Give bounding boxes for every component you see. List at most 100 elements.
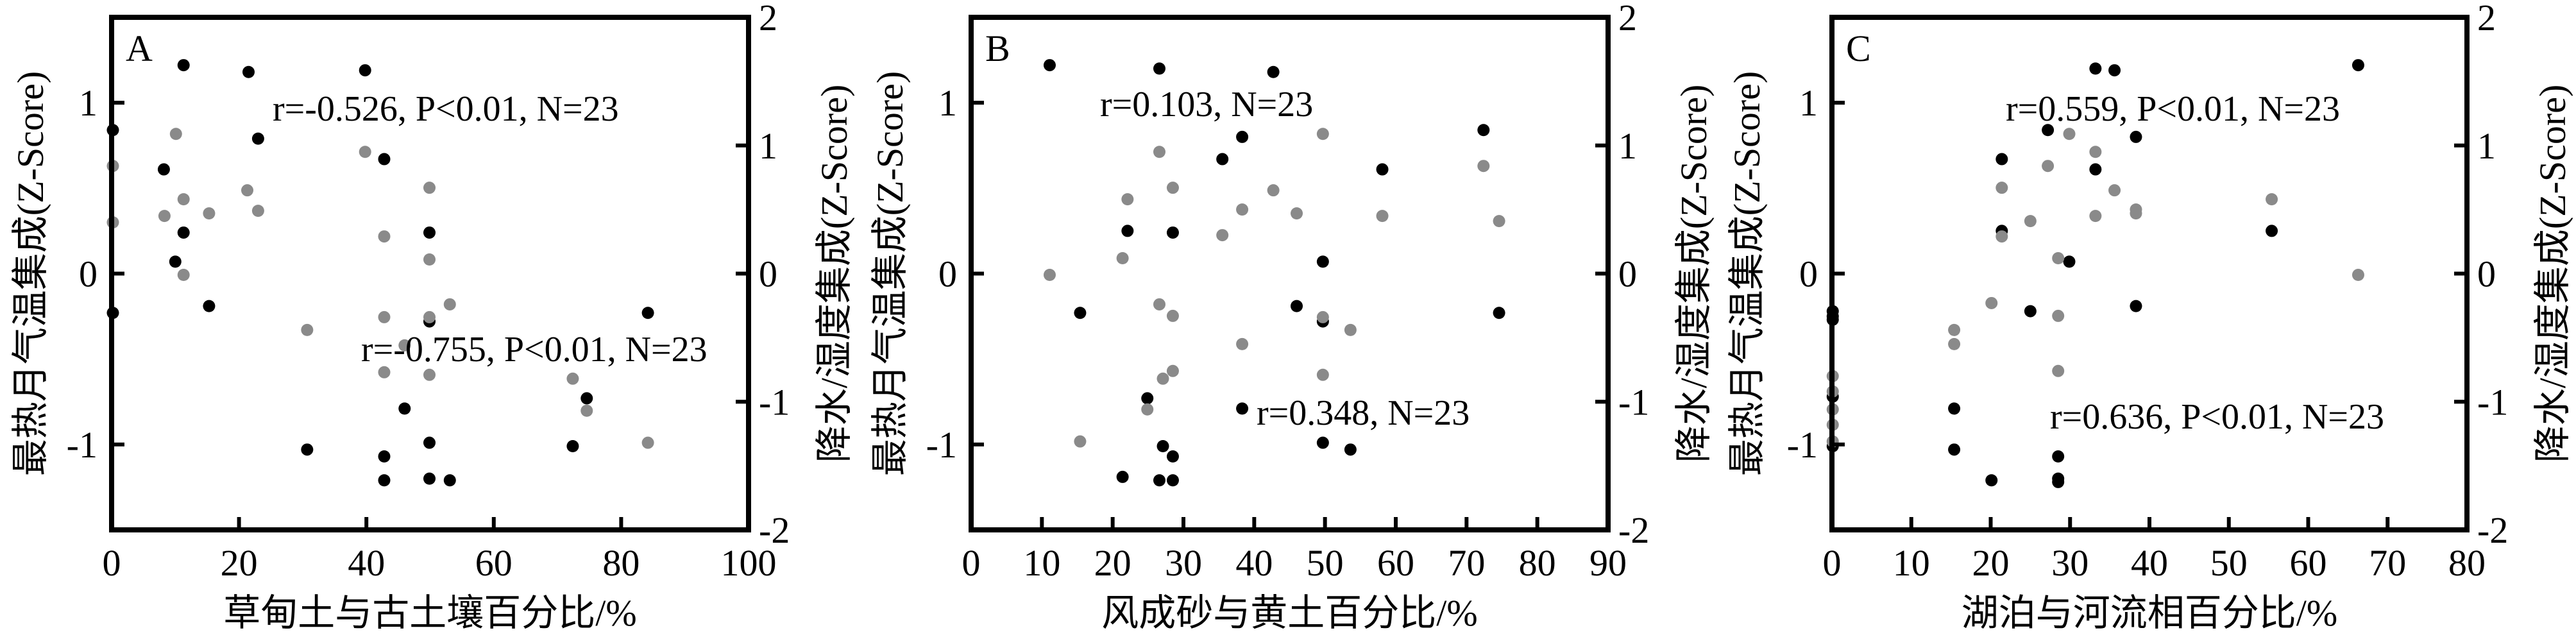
y-right-tick-label: -1	[759, 381, 790, 423]
data-point	[251, 132, 264, 145]
x-tick-label: 90	[1589, 542, 1627, 584]
data-point	[1948, 443, 1961, 456]
data-point	[1996, 230, 2008, 243]
y-left-tick-label: 0	[79, 253, 97, 295]
y-left-tick-label: 1	[938, 82, 957, 124]
data-point	[1477, 160, 1490, 173]
data-point	[1291, 207, 1303, 220]
data-point	[1236, 130, 1249, 143]
data-point	[1477, 124, 1490, 137]
data-point	[580, 392, 593, 405]
data-point	[177, 59, 190, 72]
x-tick-label: 100	[721, 542, 777, 584]
data-point	[641, 307, 654, 319]
data-point	[2089, 62, 2102, 75]
x-tick-label: 20	[221, 542, 258, 584]
data-point	[241, 184, 254, 197]
panel-B: 0 10 20 30 40 50 60 70 80 90 -1 0 1 -2 -1 0 1 2 风成砂与黄土百分比/…	[869, 0, 1715, 634]
data-point	[1376, 163, 1389, 176]
data-point	[1141, 392, 1154, 405]
x-tick-label: 0	[962, 542, 981, 584]
data-point	[1166, 226, 1179, 239]
data-point	[1316, 128, 1329, 140]
data-point	[203, 207, 216, 220]
data-point	[1166, 364, 1179, 377]
data-point	[1153, 298, 1165, 310]
data-point	[177, 268, 190, 281]
data-point	[157, 163, 170, 176]
data-point	[423, 182, 436, 194]
data-point	[1116, 252, 1129, 265]
data-point	[2266, 193, 2278, 206]
x-tick-label: 70	[2369, 542, 2406, 584]
data-point	[359, 64, 371, 77]
y-left-tick-label: -1	[926, 424, 957, 466]
data-point	[2024, 305, 2037, 318]
y-right-tick-label: 2	[2477, 0, 2496, 38]
y-left-tick-label: 1	[79, 82, 97, 124]
data-point	[2351, 268, 2364, 281]
data-point	[2024, 215, 2037, 228]
correlation-annotation: r=-0.526, P<0.01, N=23	[273, 89, 619, 129]
data-point	[580, 404, 593, 417]
data-point	[177, 226, 190, 239]
correlation-annotation: r=0.636, P<0.01, N=23	[2050, 397, 2384, 437]
y-right-tick-label: -2	[759, 509, 790, 551]
y-right-tick-label: -1	[1618, 381, 1649, 423]
data-point	[2052, 252, 2065, 265]
data-point	[398, 402, 411, 415]
x-tick-label: 30	[1165, 542, 1202, 584]
x-tick-label: 60	[475, 542, 513, 584]
data-point	[2089, 210, 2102, 223]
y-right-tick-label: 1	[759, 125, 777, 167]
data-point	[423, 472, 436, 485]
x-tick-label: 10	[1023, 542, 1060, 584]
y-left-tick-label: -1	[1787, 424, 1818, 466]
data-point	[2108, 184, 2121, 197]
data-point	[1985, 296, 1998, 309]
data-point	[2130, 130, 2142, 143]
y-right-tick-label: 0	[2477, 253, 2496, 295]
x-tick-label: 60	[2290, 542, 2327, 584]
precipitation-series	[1043, 128, 1505, 448]
y-left-tick-label: -1	[67, 424, 97, 466]
data-point	[423, 253, 436, 266]
precipitation-series	[106, 128, 654, 449]
x-tick-label: 50	[2210, 542, 2248, 584]
data-point	[1043, 268, 1056, 281]
data-point	[443, 298, 456, 310]
data-point	[423, 310, 436, 323]
data-point	[398, 339, 411, 352]
y-left-tick-label: 0	[938, 253, 957, 295]
data-point	[1121, 225, 1134, 237]
data-point	[359, 146, 371, 158]
data-point	[1074, 435, 1087, 448]
data-point	[2063, 128, 2076, 140]
x-tick-label: 80	[2448, 542, 2486, 584]
correlation-annotation: r=-0.755, P<0.01, N=23	[361, 330, 708, 369]
data-point	[2042, 124, 2055, 137]
y-left-axis-label: 最热月气温集成(Z-Score)	[869, 71, 911, 476]
x-tick-label: 80	[1519, 542, 1556, 584]
data-point	[1316, 436, 1329, 449]
panel-label: A	[126, 28, 153, 69]
data-point	[1236, 337, 1249, 350]
data-point	[1166, 309, 1179, 322]
x-tick-label: 0	[103, 542, 121, 584]
data-point	[1216, 153, 1229, 166]
temperature-series	[1043, 59, 1505, 487]
panel-A: 0 20 40 60 80 100 -1 0 1 -2 -1 0 1 2 草甸土与古土壤百分比/% 最热月气温…	[10, 0, 855, 634]
data-point	[1216, 229, 1229, 242]
data-point	[1291, 300, 1303, 312]
data-point	[378, 153, 391, 166]
data-point	[1236, 402, 1249, 415]
data-point	[1493, 215, 1505, 228]
data-point	[423, 226, 436, 239]
data-point	[2351, 59, 2364, 72]
data-point	[1121, 193, 1134, 206]
data-point	[1153, 474, 1165, 487]
data-point	[1236, 203, 1249, 216]
data-point	[301, 443, 314, 456]
y-right-tick-label: 2	[1618, 0, 1637, 38]
data-point	[423, 368, 436, 381]
